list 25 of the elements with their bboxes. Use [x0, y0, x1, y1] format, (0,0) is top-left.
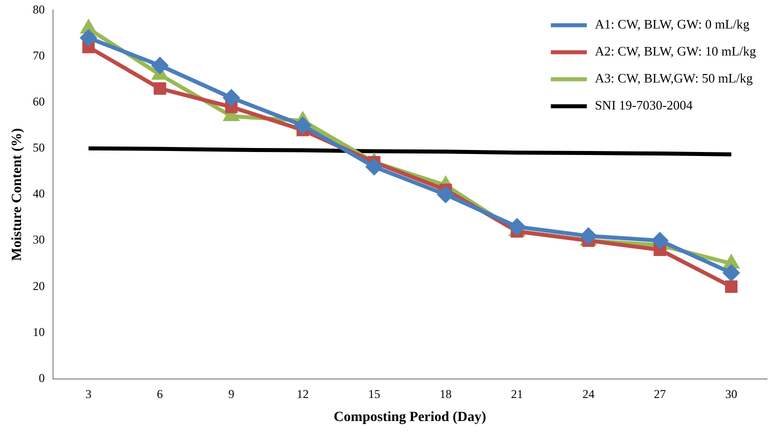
- y-axis-title: Moisture Content (%): [10, 128, 26, 261]
- legend-label: A1: CW, BLW, GW: 0 mL/kg: [594, 16, 750, 32]
- y-tick-label: 20: [32, 278, 45, 293]
- x-tick-label: 21: [511, 387, 524, 402]
- y-tick-label: 60: [32, 94, 45, 109]
- legend-label: SNI 19-7030-2004: [594, 98, 694, 113]
- x-tick-label: 3: [86, 387, 92, 402]
- legend-label: A2: CW, BLW, GW: 10 mL/kg: [594, 44, 756, 59]
- y-tick-label: 70: [32, 48, 45, 62]
- x-tick-label: 18: [440, 387, 452, 402]
- y-tick-label: 50: [32, 140, 45, 155]
- x-tick-label: 30: [725, 387, 738, 402]
- x-tick-label: 27: [654, 387, 666, 402]
- y-tick-label: 10: [32, 324, 45, 339]
- x-tick-label: 9: [228, 387, 234, 402]
- y-tick-label: 30: [32, 232, 45, 247]
- x-tick-label: 15: [368, 387, 380, 402]
- x-tick-label: 12: [296, 387, 309, 402]
- y-tick-label: 0: [38, 370, 45, 385]
- x-tick-label: 6: [156, 387, 163, 402]
- x-axis-title: Composting Period (Day): [334, 410, 486, 426]
- legend-label: A3: CW, BLW,GW: 50 mL/kg: [594, 70, 754, 86]
- y-tick-label: 40: [32, 186, 45, 201]
- x-tick-label: 24: [582, 387, 594, 402]
- y-tick-label: 80: [32, 2, 45, 16]
